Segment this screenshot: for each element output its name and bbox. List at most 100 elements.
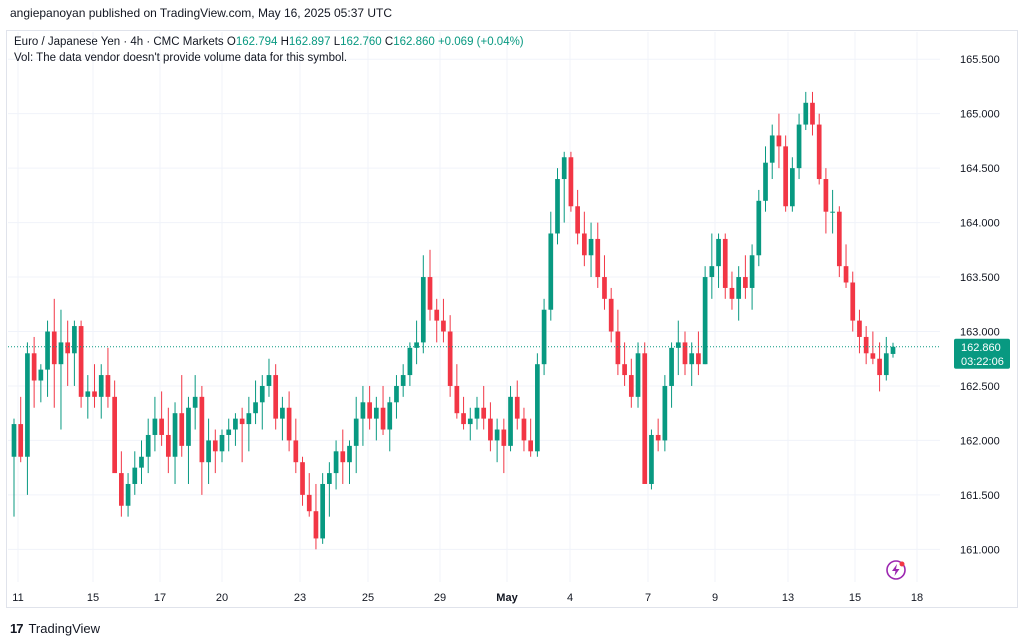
candle[interactable] [394,375,399,419]
candle[interactable] [11,418,17,517]
candle[interactable] [293,418,299,474]
candle[interactable] [186,396,191,484]
candle[interactable] [528,418,534,457]
candle[interactable] [414,320,419,365]
candle[interactable] [729,271,735,310]
candle[interactable] [655,418,661,452]
candle[interactable] [635,342,641,408]
candle[interactable] [340,429,346,484]
candle[interactable] [555,168,560,245]
candle[interactable] [675,320,681,376]
candle[interactable] [541,298,547,376]
candle[interactable] [226,418,232,452]
candle[interactable] [18,396,24,463]
candle[interactable] [836,206,842,278]
candle[interactable] [407,342,413,386]
candle[interactable] [92,364,97,408]
candle[interactable] [172,402,178,484]
candle[interactable] [669,342,674,408]
candle[interactable] [253,380,258,425]
candle[interactable] [266,358,272,397]
candle[interactable] [843,244,849,288]
candle[interactable] [877,342,882,392]
candle[interactable] [38,364,44,403]
candle[interactable] [420,255,426,354]
candle[interactable] [145,418,151,474]
candle[interactable] [327,462,332,517]
candle[interactable] [615,309,621,376]
candle[interactable] [474,396,480,430]
candle[interactable] [454,364,460,419]
candle[interactable] [501,418,507,474]
candle[interactable] [112,380,117,474]
candle[interactable] [353,396,359,474]
candle[interactable] [756,189,762,267]
candle[interactable] [132,451,138,495]
candle[interactable] [51,298,57,408]
candle[interactable] [796,113,802,180]
candle[interactable] [481,385,487,430]
candle[interactable] [206,418,211,484]
candle[interactable] [165,407,171,474]
candle[interactable] [125,473,131,517]
candle[interactable] [333,440,339,490]
candle[interactable] [823,168,829,234]
candle[interactable] [179,375,185,457]
candle[interactable] [883,336,889,381]
candle[interactable] [119,451,124,517]
candle[interactable] [816,113,822,185]
candle[interactable] [427,249,433,321]
candle[interactable] [199,385,205,495]
candle[interactable] [380,385,386,435]
candle[interactable] [696,331,701,376]
candle[interactable] [72,320,77,386]
candle[interactable] [769,124,775,180]
candle[interactable] [78,320,84,408]
candle[interactable] [192,375,198,430]
candle[interactable] [521,407,527,452]
candle[interactable] [716,233,721,288]
flash-icon[interactable] [885,559,907,581]
candle[interactable] [212,429,218,474]
candle[interactable] [286,391,292,452]
candle[interactable] [561,151,567,223]
candle[interactable] [749,244,755,310]
candle[interactable] [622,342,627,386]
candle[interactable] [387,396,393,452]
candle[interactable] [602,255,607,310]
candle[interactable] [246,396,252,452]
symbol-description[interactable]: Euro / Japanese Yen · 4h · CMC Markets [14,36,224,48]
candle[interactable] [575,189,580,245]
candle[interactable] [45,320,50,397]
candle[interactable] [65,320,71,386]
candle[interactable] [568,151,574,212]
candle[interactable] [494,418,500,463]
candle[interactable] [588,222,594,278]
candle[interactable] [857,309,862,354]
candle[interactable] [702,266,708,365]
candle[interactable] [273,364,279,430]
candle[interactable] [608,287,614,343]
candle[interactable] [320,473,326,544]
candle[interactable] [642,342,648,484]
candle[interactable] [803,91,809,131]
candle[interactable] [736,266,742,321]
candle[interactable] [105,347,111,408]
candle[interactable] [508,385,513,452]
candle[interactable] [139,440,144,484]
candle[interactable] [890,342,896,358]
candle[interactable] [850,271,856,332]
candle[interactable] [25,342,30,495]
candle[interactable] [830,189,835,234]
candle[interactable] [400,364,406,397]
candle[interactable] [259,375,265,430]
candle[interactable] [98,364,104,419]
candle[interactable] [810,91,815,136]
candle[interactable] [367,385,372,430]
candle[interactable] [595,222,601,288]
candle[interactable] [447,315,453,397]
candle[interactable] [722,233,728,299]
candle[interactable] [441,298,446,343]
candle[interactable] [662,375,668,452]
